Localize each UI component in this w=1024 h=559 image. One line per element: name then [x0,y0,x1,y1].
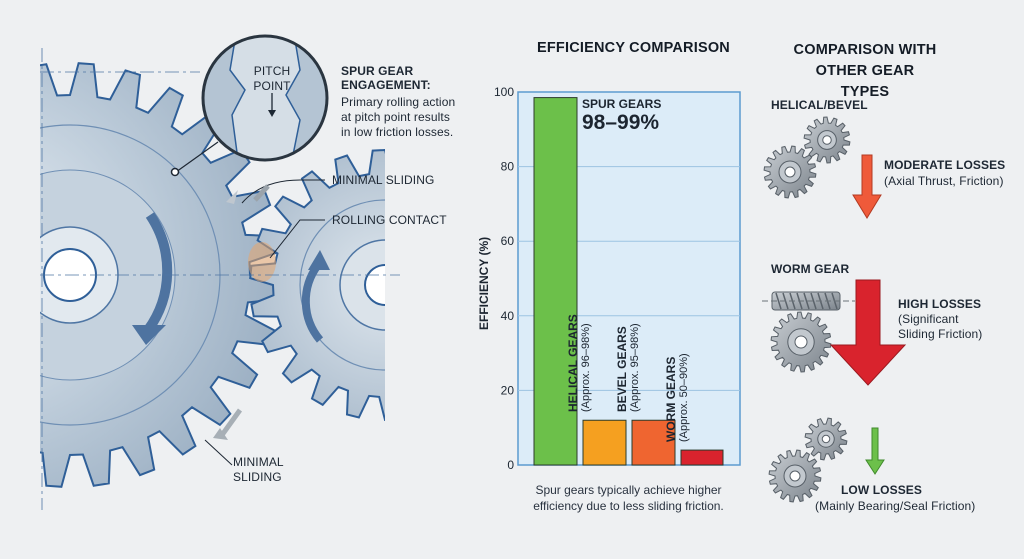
high-loss-arrow-icon [829,279,907,386]
bar-label-worm-gears: WORM GEARS (Approx. 50–90%) [664,353,690,443]
driven-gear [249,148,385,422]
driven-gear-rim [299,199,385,371]
y-tick-label: 60 [501,234,515,248]
y-tick-label: 20 [501,383,515,397]
y-tick-label: 40 [501,309,515,323]
chart-caption: Spur gears typically achieve higher effic… [533,483,724,513]
low-loss-arrow-icon [865,427,885,475]
bar-label-helical-gears: HELICAL GEARS (Approx. 96–98%) [566,314,592,413]
helical-bevel-gears-icon [763,116,851,199]
engagement-title: SPUR GEAR ENGAGEMENT: [341,64,431,92]
efficiency-chart: 0 20 40 60 80 100 [494,85,741,472]
chart-title: EFFICIENCY COMPARISON [537,40,730,56]
leader-line [175,141,219,173]
worm-gear-icon [762,291,855,373]
bar-label-bevel-gears: BEVEL GEARS (Approx. 95–98%) [615,323,641,413]
moderate-losses-detail: (Axial Thrust, Friction) [884,174,1004,188]
driven-gear-hub [339,239,385,331]
pitch-point-label: PITCH POINT [253,64,291,93]
low-losses-detail: (Mainly Bearing/Seal Friction) [815,499,976,513]
spur-gears-icon [768,417,848,503]
y-tick-label: 100 [494,85,514,99]
spur-bar-value: 98–99% [582,111,660,134]
leader-line [241,179,325,204]
bar-bevel-gears [631,419,676,466]
worm-gear-label: WORM GEAR [771,262,850,276]
bar-worm-gears [680,449,724,466]
driven-gear-bore [364,264,385,306]
leader-line [269,219,325,259]
minimal-sliding-bottom-label: MINIMAL SLIDING [233,455,284,484]
rolling-contact-label: ROLLING CONTACT [332,213,447,227]
comparison-title: COMPARISON WITH OTHER GEAR TYPES [793,42,937,100]
leader-line [204,439,233,466]
rotation-arrow-icon [301,262,324,343]
bar-spur-gears [533,97,578,466]
magnifier-inset [170,34,329,177]
high-losses-detail: (Significant Sliding Friction) [898,312,983,341]
y-tick-label: 80 [501,160,515,174]
engagement-description: Primary rolling action at pitch point res… [341,95,456,139]
rotation-arrowhead-icon [308,250,330,270]
rotation-arrowhead-icon [132,325,166,345]
contact-highlight [248,242,276,282]
moderate-loss-arrow-icon [852,154,882,219]
y-axis-label: EFFICIENCY (%) [477,236,491,330]
helical-bevel-label: HELICAL/BEVEL [771,98,868,112]
y-tick-label: 0 [507,458,514,472]
minimal-sliding-label: MINIMAL SLIDING [332,173,435,187]
high-losses-label: HIGH LOSSES [898,297,982,311]
bar-helical-gears [582,419,627,466]
low-losses-label: LOW LOSSES [841,483,923,497]
moderate-losses-label: MODERATE LOSSES [884,158,1006,172]
spur-bar-label: SPUR GEARS [582,97,662,111]
rotation-arrow-icon [143,212,173,333]
